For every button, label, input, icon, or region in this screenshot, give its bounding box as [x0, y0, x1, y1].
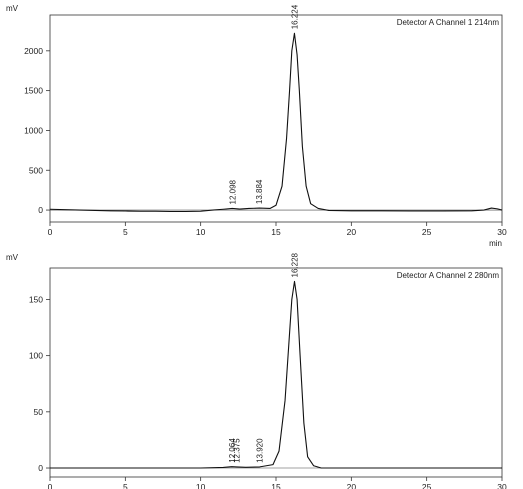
x-tick-label: 25	[422, 482, 432, 489]
y-tick-label: 0	[38, 463, 43, 473]
y-axis-label: mV	[6, 4, 19, 13]
x-tick-label: 20	[347, 482, 357, 489]
y-axis-label: mV	[6, 253, 19, 262]
y-tick-label: 500	[29, 165, 43, 175]
y-tick-label: 150	[29, 294, 43, 304]
peak-label: 13.920	[256, 438, 265, 463]
y-tick-label: 1500	[24, 86, 43, 96]
chart-title: Detector A Channel 1 214nm	[397, 18, 500, 27]
x-tick-label: 30	[497, 482, 507, 489]
x-tick-label: 10	[196, 482, 206, 489]
x-tick-label: 15	[271, 482, 281, 489]
y-tick-label: 0	[38, 205, 43, 215]
peak-label: 12.098	[228, 179, 237, 204]
y-tick-label: 1000	[24, 125, 43, 135]
series-line-1	[49, 32, 503, 213]
y-tick-label: 100	[29, 351, 43, 361]
peak-label: 16.228	[291, 252, 300, 277]
x-axis-label: min	[489, 239, 502, 248]
plot-frame	[49, 267, 503, 478]
chart-panel-2: mV050100150051015202530minDetector A Cha…	[6, 252, 507, 489]
x-tick-label: 15	[271, 227, 281, 237]
peak-label: 12.375	[232, 438, 241, 463]
y-tick-label: 2000	[24, 46, 43, 56]
x-tick-label: 20	[347, 227, 357, 237]
y-tick-label: 50	[34, 407, 44, 417]
x-tick-label: 0	[48, 482, 53, 489]
peak-label: 12.064	[228, 438, 237, 463]
peak-label: 16.224	[290, 4, 299, 29]
chart-panel-1: mV 0 500 1000 1500 2000 0 5 10 15 20 25 30 min Detecto…	[6, 4, 507, 248]
series-line-1	[50, 280, 502, 469]
x-tick-label: 10	[196, 227, 206, 237]
peak-label: 13.884	[255, 179, 264, 204]
plot-frame	[49, 14, 503, 223]
x-tick-label: 30	[497, 227, 507, 237]
x-tick-label: 5	[123, 227, 128, 237]
x-tick-label: 5	[123, 482, 128, 489]
chart-title: Detector A Channel 2 280nm	[397, 271, 500, 280]
x-tick-label: 0	[48, 227, 53, 237]
x-tick-label: 25	[422, 227, 432, 237]
